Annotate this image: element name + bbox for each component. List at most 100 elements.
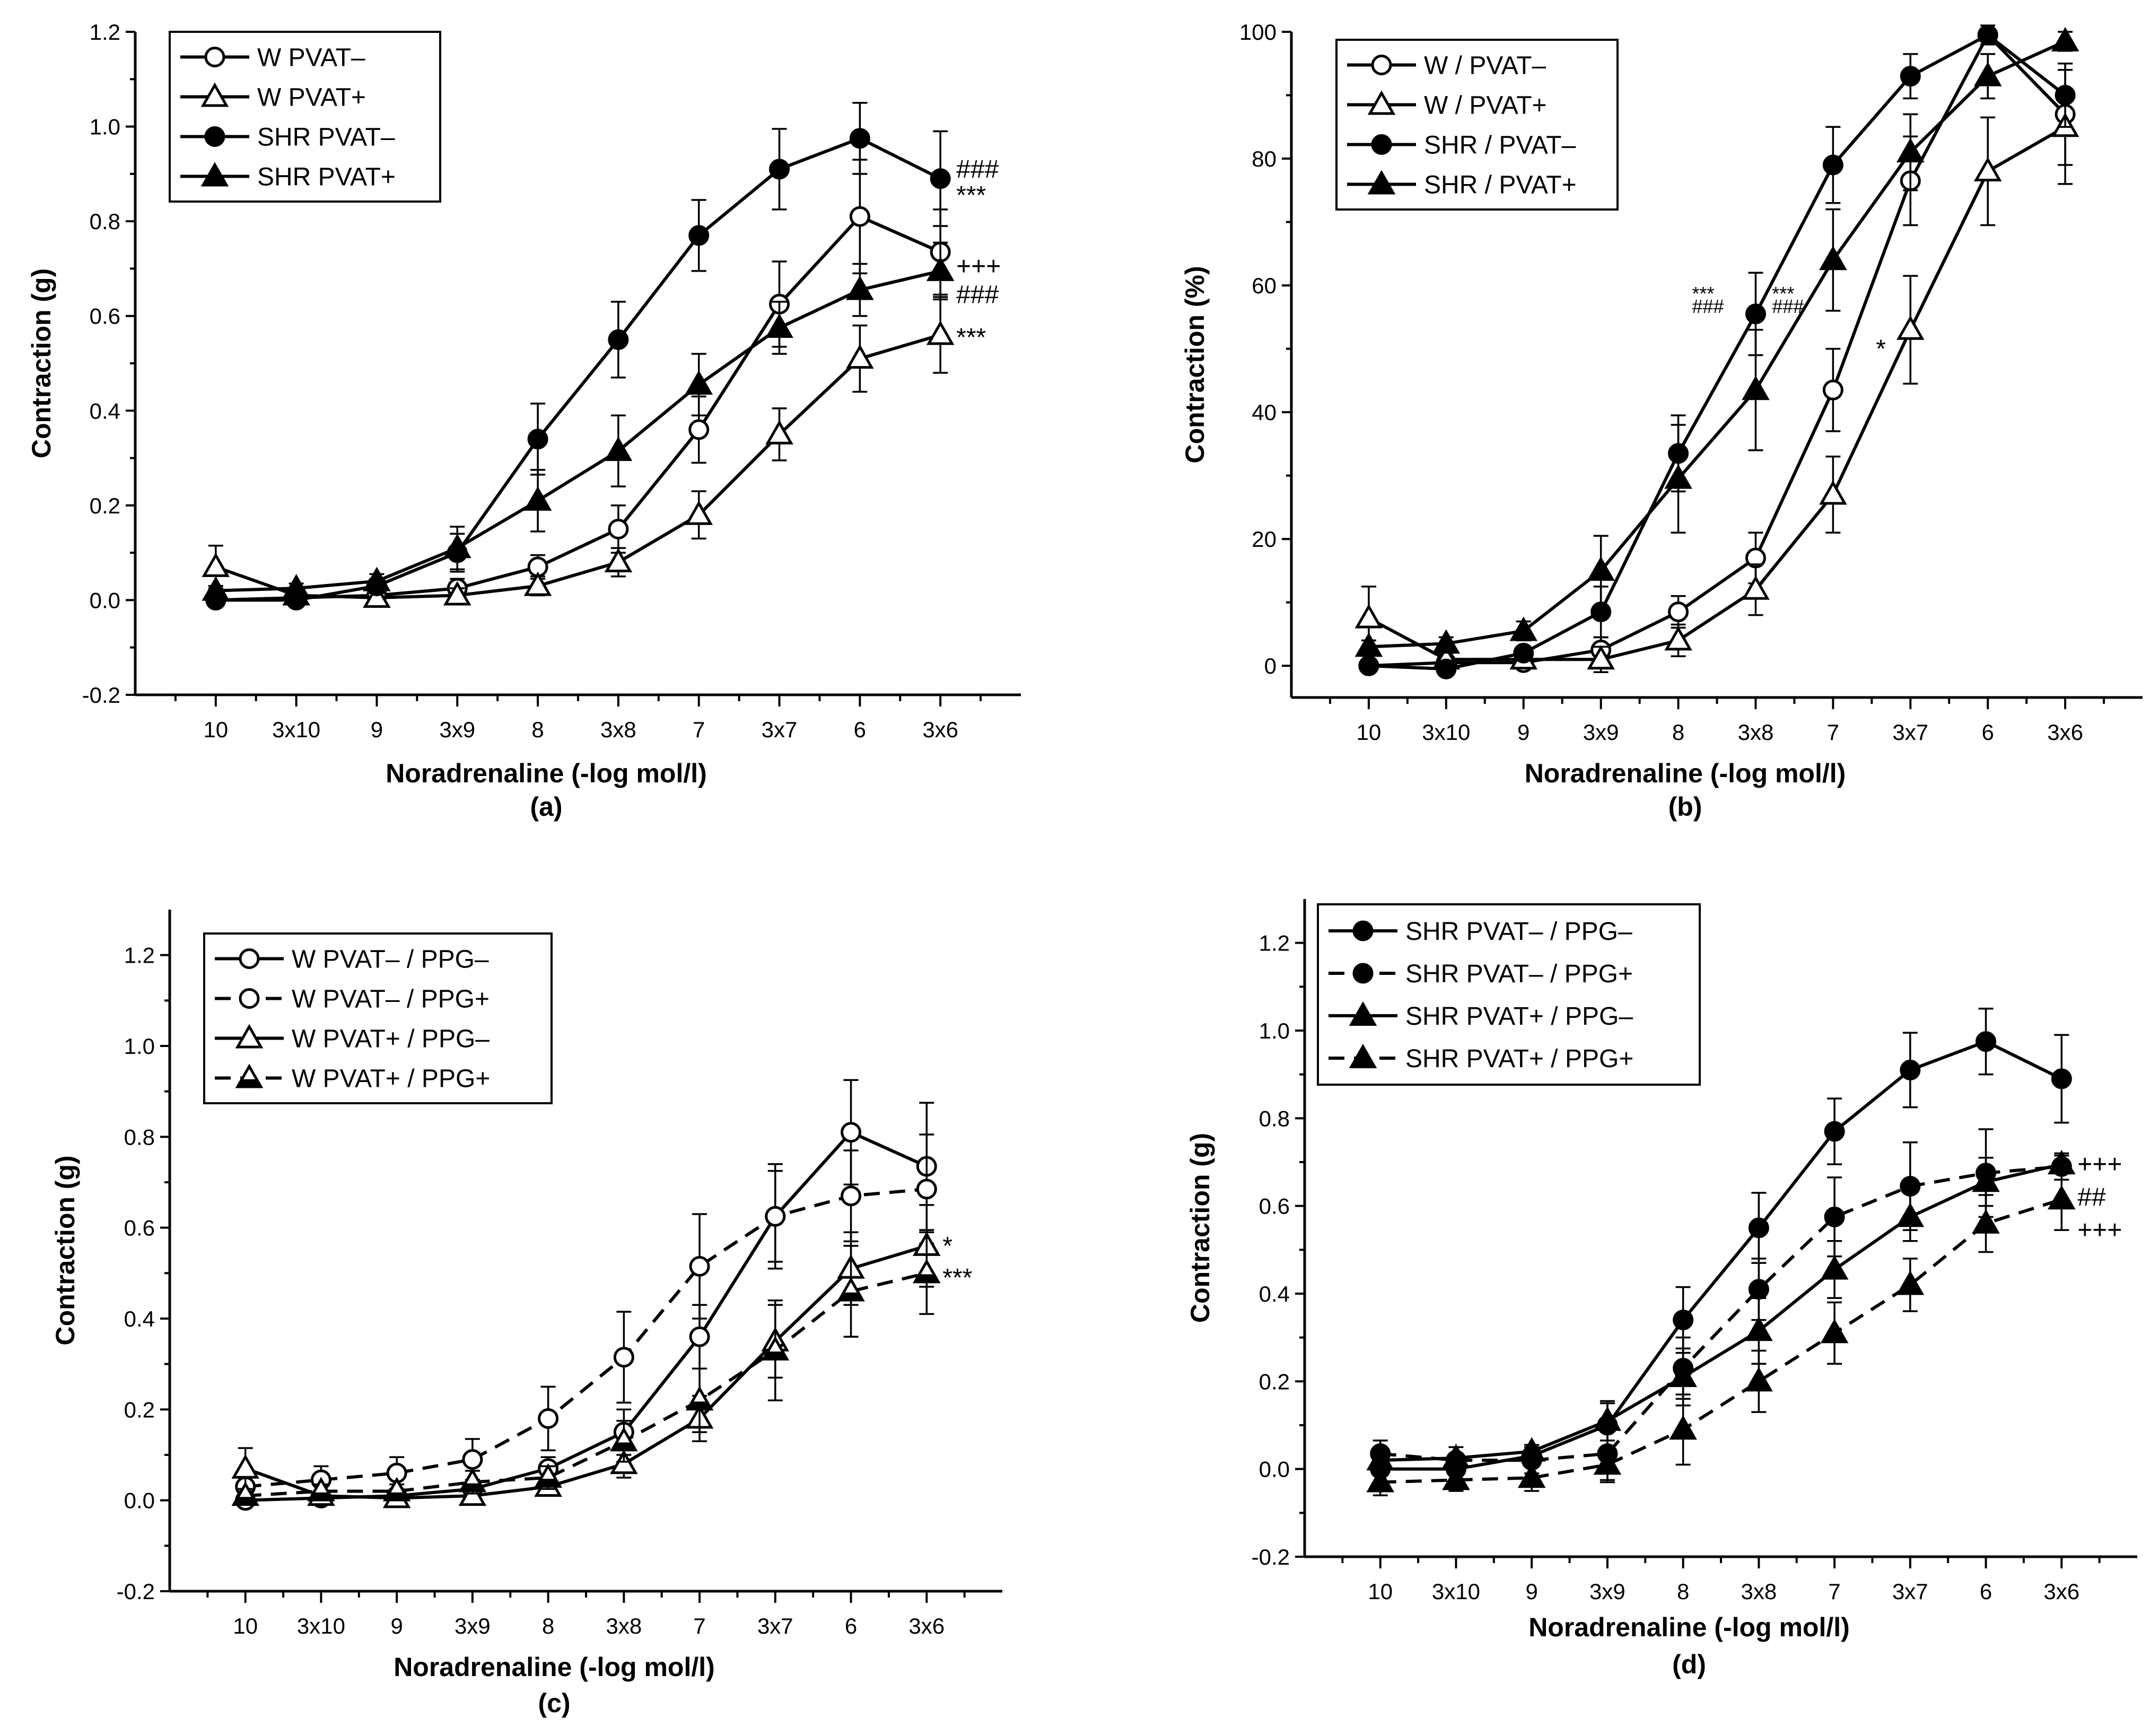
legend-marker — [200, 82, 229, 107]
legend-label: W PVAT– — [257, 44, 365, 72]
legend-box — [1317, 903, 1701, 1086]
x-tick-label: 9 — [1526, 1579, 1538, 1604]
series-line — [215, 333, 941, 599]
x-tick-label: 3x9 — [455, 1613, 491, 1638]
y-axis-label: Contraction (g) — [1185, 1133, 1215, 1323]
data-point — [2055, 85, 2076, 106]
series-line — [245, 1130, 928, 1502]
y-tick-label: 0.2 — [124, 1397, 155, 1422]
legend-label: W PVAT+ / PPG– — [292, 1025, 490, 1053]
y-tick-label: 1.0 — [1259, 1018, 1290, 1043]
data-point — [1824, 1121, 1845, 1142]
y-tick-label: 0.0 — [124, 1488, 155, 1513]
series-line — [215, 269, 941, 592]
x-axis-label: Noradrenaline (-log mol/l) — [1525, 758, 1846, 788]
panel-b: 0 20 40 60 80 100 10 3x10 9 3x9 8 3x8 7 3x7 6 3x6 Noradr… — [1180, 20, 2143, 822]
data-point — [282, 574, 310, 599]
legend-box — [203, 932, 553, 1104]
data-point — [527, 429, 548, 450]
data-point-fill — [309, 1492, 333, 1501]
series-line — [1368, 40, 2066, 649]
y-tick-label: 0.2 — [90, 493, 120, 518]
data-point — [1742, 376, 1770, 400]
series-0 — [235, 1079, 937, 1511]
y-tick-label: 40 — [1252, 400, 1277, 425]
significance-annotation: +++ — [2077, 1150, 2122, 1179]
x-tick-label: 10 — [233, 1613, 258, 1638]
data-point — [849, 206, 870, 227]
legend-marker — [1352, 920, 1374, 941]
series-2 — [231, 1204, 941, 1508]
series-1 — [202, 296, 955, 608]
significance-annotation: *** — [956, 324, 986, 352]
y-tick-label: 0 — [1264, 653, 1277, 678]
data-point — [1593, 1406, 1622, 1431]
data-point — [769, 159, 790, 180]
legend-label: SHR PVAT– / PPG+ — [1405, 960, 1633, 988]
data-point — [1509, 616, 1538, 641]
data-point — [926, 256, 955, 281]
y-tick-label: 0.4 — [1259, 1281, 1290, 1306]
data-point — [1513, 642, 1534, 664]
x-tick-label: 3x6 — [2043, 1579, 2079, 1604]
data-point — [688, 225, 710, 246]
data-point — [689, 1255, 710, 1277]
y-tick-label: 80 — [1252, 146, 1277, 171]
data-point — [846, 275, 874, 300]
series-2 — [1366, 1150, 2076, 1471]
data-point — [1354, 632, 1383, 657]
data-point — [1442, 1465, 1470, 1490]
data-point — [1366, 1468, 1395, 1493]
legend: SHR PVAT– / PPG– SHR PVAT– / PPG+ SHR PVAT… — [1317, 903, 1701, 1086]
data-point — [765, 1206, 786, 1227]
legend-marker — [200, 162, 229, 187]
legend-label: SHR PVAT+ / PPG+ — [1405, 1045, 1633, 1073]
series-3 — [1354, 27, 2079, 657]
y-tick-label: 0.2 — [1259, 1369, 1290, 1394]
data-point — [841, 1185, 862, 1207]
data-point-fill — [915, 1274, 939, 1282]
y-tick-label: 1.0 — [124, 1034, 155, 1059]
data-point — [846, 344, 874, 369]
data-point-fill — [839, 1292, 863, 1301]
significance-annotation: ### — [956, 281, 999, 309]
y-axis-label: Contraction (%) — [1180, 266, 1210, 463]
data-point-fill — [688, 1401, 712, 1409]
x-tick-label: 9 — [391, 1613, 403, 1638]
x-tick-label: 6 — [845, 1613, 857, 1638]
series-1 — [1354, 68, 2079, 673]
data-point — [1358, 655, 1379, 676]
x-tick-label: 3x10 — [297, 1613, 345, 1638]
data-point — [363, 566, 391, 591]
legend-marker — [235, 1024, 264, 1049]
series-line — [1380, 1040, 2062, 1471]
data-point — [363, 583, 391, 608]
data-point — [443, 534, 471, 559]
series-line — [1380, 1163, 2062, 1462]
panel-label: (a) — [530, 792, 562, 822]
data-point — [685, 370, 713, 395]
data-point — [1517, 1437, 1546, 1462]
legend-label: W PVAT– / PPG– — [292, 946, 489, 974]
data-point — [202, 576, 230, 601]
data-point — [2051, 1068, 2072, 1089]
series-line — [1380, 1165, 2062, 1462]
x-tick-label: 8 — [1672, 720, 1684, 745]
data-point-fill — [460, 1483, 484, 1491]
data-point — [1669, 1415, 1697, 1440]
x-tick-label: 7 — [1827, 720, 1839, 745]
x-tick-label: 3x7 — [1892, 1579, 1928, 1604]
legend-marker — [1371, 55, 1392, 75]
y-tick-label: 0.0 — [1259, 1457, 1290, 1482]
data-point — [523, 486, 552, 511]
data-point — [1822, 154, 1843, 176]
data-point — [608, 519, 629, 539]
legend-label: SHR PVAT+ / PPG– — [1405, 1002, 1633, 1031]
data-point — [1820, 1319, 1849, 1344]
data-point — [1972, 1167, 2000, 1192]
panel-c: -0.2 0.0 0.2 0.4 0.6 0.8 1.0 1.2 10 3x10 9 3x9 8 3x8 7… — [50, 910, 1002, 1718]
data-point — [604, 547, 633, 572]
data-point — [849, 128, 870, 149]
y-tick-label: -0.2 — [82, 683, 120, 708]
series-1 — [1370, 1128, 2072, 1481]
